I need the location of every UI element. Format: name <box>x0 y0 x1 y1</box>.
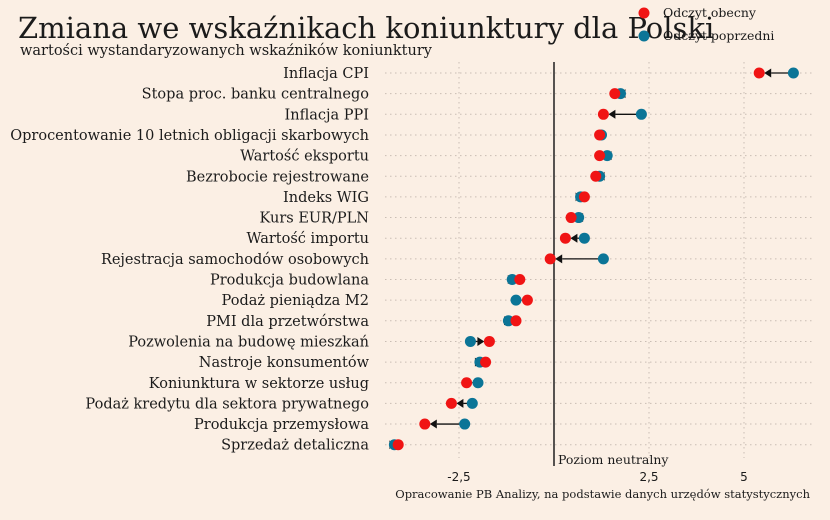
category-label: Bezrobocie rejestrowane <box>186 169 369 185</box>
category-label: Indeks WIG <box>283 190 369 206</box>
point-previous <box>506 274 518 285</box>
point-current <box>521 294 533 306</box>
category-label: Pozwolenia na budowę mieszkań <box>128 334 369 350</box>
point-previous <box>597 253 609 265</box>
point-previous <box>466 397 478 409</box>
point-previous <box>510 294 522 306</box>
legend-marker-previous <box>638 30 650 42</box>
point-previous <box>635 108 647 120</box>
point-current <box>578 191 590 203</box>
chart-subtitle: wartości wystandaryzowanych wskaźników k… <box>20 43 433 59</box>
legend-label-current: Odczyt obecny <box>663 5 757 20</box>
point-current <box>597 108 609 120</box>
point-current <box>510 315 522 327</box>
category-label: Oprocentowanie 10 letnich obligacji skar… <box>10 128 369 144</box>
source-note: Opracowanie PB Analizy, na podstawie dan… <box>395 487 810 501</box>
point-current <box>461 377 473 389</box>
point-previous <box>787 67 799 79</box>
point-current <box>609 88 621 100</box>
point-current <box>753 67 765 79</box>
data-points <box>388 67 799 451</box>
chart-title: Zmiana we wskaźnikach koniunktury dla Po… <box>18 11 714 45</box>
category-labels: Inflacja CPI Stopa proc. banku centralneg… <box>10 66 369 454</box>
point-previous <box>502 315 514 327</box>
x-tick-label: 5 <box>740 470 748 484</box>
point-previous <box>573 212 585 224</box>
point-previous <box>459 418 471 430</box>
point-current <box>559 232 571 244</box>
category-label: Podaż pieniądza M2 <box>222 293 369 309</box>
point-current <box>565 212 577 224</box>
point-current <box>480 356 492 368</box>
point-current <box>392 439 404 451</box>
neutral-label: Poziom neutralny <box>558 452 669 467</box>
point-current <box>594 129 606 141</box>
legend: Odczyt obecny Odczyt poprzedni <box>638 5 774 43</box>
category-label: Sprzedaż detaliczna <box>221 438 369 454</box>
category-label: Wartość eksportu <box>240 149 369 165</box>
point-previous <box>472 377 484 389</box>
category-label: Nastroje konsumentów <box>199 355 370 371</box>
category-label: PMI dla przetwórstwa <box>206 314 369 330</box>
point-current <box>483 335 495 347</box>
category-label: Kurs EUR/PLN <box>259 211 369 227</box>
x-axis-ticks: -2,5 2,5 5 <box>447 470 748 484</box>
category-label: Stopa proc. banku centralnego <box>142 87 369 103</box>
point-previous <box>601 150 613 162</box>
point-previous <box>464 335 476 347</box>
legend-label-previous: Odczyt poprzedni <box>663 28 774 43</box>
category-label: Wartość importu <box>247 231 369 247</box>
category-label: Inflacja CPI <box>283 66 369 82</box>
category-label: Koniunktura w sektorze usług <box>149 376 369 392</box>
category-label: Inflacja PPI <box>285 107 370 123</box>
point-current <box>594 150 606 162</box>
category-label: Rejestracja samochodów osobowych <box>101 252 369 268</box>
point-current <box>445 397 457 409</box>
point-current <box>514 274 526 285</box>
point-current <box>544 253 556 265</box>
x-tick-label: 2,5 <box>639 470 658 484</box>
point-current <box>419 418 431 430</box>
category-label: Podaż kredytu dla sektora prywatnego <box>85 396 369 412</box>
change-arrow <box>555 254 604 264</box>
legend-marker-current <box>638 7 650 19</box>
point-previous <box>578 232 590 244</box>
category-label: Produkcja przemysłowa <box>194 417 369 433</box>
point-current <box>590 170 602 182</box>
category-label: Produkcja budowlana <box>210 273 369 289</box>
x-tick-label: -2,5 <box>447 470 470 484</box>
